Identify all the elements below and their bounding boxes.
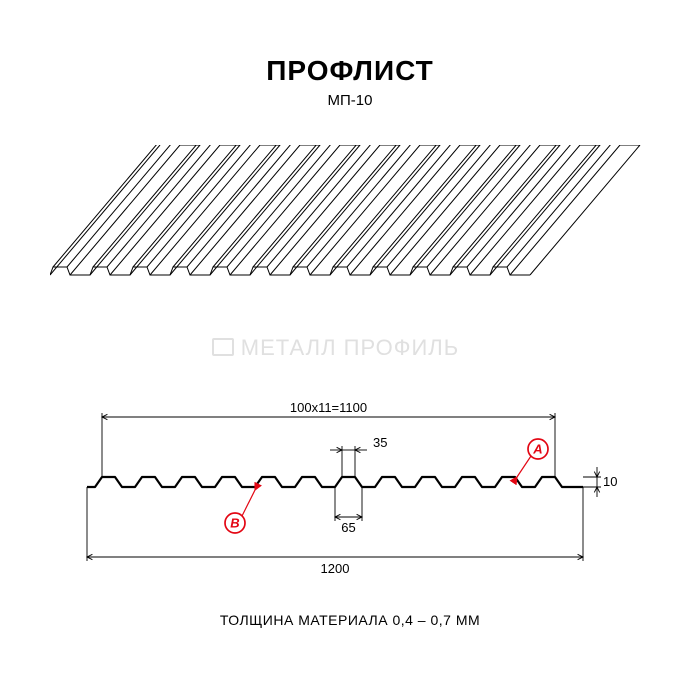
svg-text:A: A: [532, 442, 542, 457]
watermark-text: МЕТАЛЛ ПРОФИЛЬ: [0, 335, 700, 361]
footer-thickness: ТОЛЩИНА МАТЕРИАЛА 0,4 – 0,7 ММ: [0, 612, 700, 628]
svg-text:100x11=1100: 100x11=1100: [290, 400, 367, 415]
svg-text:65: 65: [341, 520, 355, 535]
svg-text:B: B: [230, 516, 239, 531]
isometric-view: [50, 145, 650, 320]
cross-section-view: 100x11=1100 35 65 10 1200 A B: [60, 395, 640, 580]
title: ПРОФЛИСТ: [0, 55, 700, 87]
subtitle: МП-10: [0, 92, 700, 109]
svg-text:35: 35: [373, 435, 387, 450]
watermark-logo-box: [212, 338, 234, 356]
svg-text:1200: 1200: [321, 561, 350, 576]
svg-text:10: 10: [603, 474, 617, 489]
